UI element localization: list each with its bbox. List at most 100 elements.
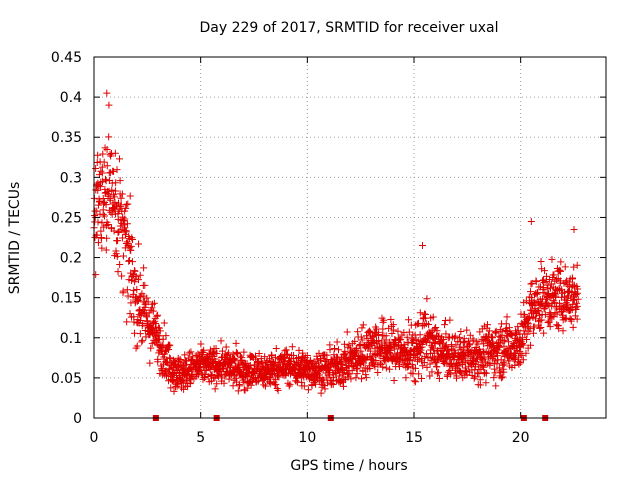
data-point <box>240 348 248 356</box>
data-point <box>136 271 144 279</box>
data-point <box>353 364 361 372</box>
data-point <box>320 381 328 389</box>
data-point <box>426 372 434 380</box>
y-tick-label: 0.2 <box>60 251 82 267</box>
data-point <box>471 373 479 381</box>
data-point <box>105 133 113 141</box>
data-point <box>100 158 108 166</box>
data-point <box>123 318 131 326</box>
data-point <box>103 145 111 153</box>
data-point <box>268 352 276 360</box>
data-point <box>447 370 455 378</box>
data-point <box>519 356 527 364</box>
data-point <box>444 346 452 354</box>
data-point <box>126 310 134 318</box>
data-point <box>116 177 124 185</box>
data-point <box>114 237 122 245</box>
data-point <box>527 217 535 225</box>
data-point <box>553 304 561 312</box>
data-point <box>414 349 422 357</box>
data-point <box>119 287 127 295</box>
data-point <box>176 356 184 364</box>
data-point <box>495 343 503 351</box>
data-point <box>534 306 542 314</box>
data-point <box>572 305 580 313</box>
data-point <box>416 331 424 339</box>
data-point <box>574 285 582 293</box>
data-point <box>461 338 469 346</box>
y-tick-label: 0.3 <box>60 170 82 186</box>
data-point <box>553 310 561 318</box>
data-point <box>417 375 425 383</box>
data-point <box>470 374 478 382</box>
data-point <box>366 327 374 335</box>
data-point <box>197 340 205 348</box>
data-point <box>331 344 339 352</box>
data-point <box>272 380 280 388</box>
data-point <box>212 345 220 353</box>
data-points <box>90 89 582 397</box>
data-point <box>463 326 471 334</box>
data-point <box>368 356 376 364</box>
data-point <box>255 349 263 357</box>
data-point <box>159 335 167 343</box>
data-point <box>550 289 558 297</box>
data-point <box>415 370 423 378</box>
data-point <box>462 366 470 374</box>
data-point <box>244 373 252 381</box>
data-point <box>136 330 144 338</box>
data-point <box>500 368 508 376</box>
data-point <box>192 352 200 360</box>
data-point <box>237 357 245 365</box>
data-point <box>429 313 437 321</box>
data-point <box>542 300 550 308</box>
y-tick-label: 0 <box>73 411 82 427</box>
data-point <box>476 381 484 389</box>
data-point <box>295 346 303 354</box>
data-point <box>400 341 408 349</box>
data-point <box>541 267 549 275</box>
data-point <box>94 239 102 247</box>
data-point <box>482 369 490 377</box>
y-tick-label: 0.25 <box>51 210 82 226</box>
data-point <box>406 357 414 365</box>
data-point <box>457 328 465 336</box>
data-point <box>348 367 356 375</box>
data-point <box>118 190 126 198</box>
data-point <box>99 150 107 158</box>
data-point <box>238 356 246 364</box>
data-point <box>208 370 216 378</box>
data-point <box>561 263 569 271</box>
data-point <box>274 372 282 380</box>
data-point <box>217 337 225 345</box>
chart-title: Day 229 of 2017, SRMTID for receiver uxa… <box>199 20 498 36</box>
data-point <box>456 333 464 341</box>
data-point <box>390 326 398 334</box>
data-point <box>434 368 442 376</box>
data-point <box>120 252 128 260</box>
data-point <box>462 367 470 375</box>
data-point <box>166 355 174 363</box>
data-point <box>412 378 420 386</box>
data-point <box>237 352 245 360</box>
data-point <box>114 228 122 236</box>
data-point <box>122 201 130 209</box>
data-point <box>288 343 296 351</box>
data-point <box>204 373 212 381</box>
data-point <box>396 336 404 344</box>
data-point <box>433 370 441 378</box>
data-point <box>442 330 450 338</box>
data-point <box>175 357 183 365</box>
data-point <box>313 355 321 363</box>
data-point <box>433 363 441 371</box>
data-point <box>516 350 524 358</box>
data-point <box>165 342 173 350</box>
data-point <box>423 363 431 371</box>
data-point <box>530 329 538 337</box>
data-point <box>556 266 564 274</box>
data-point <box>170 387 178 395</box>
data-point <box>358 375 366 383</box>
data-point <box>124 292 132 300</box>
data-point <box>160 319 168 327</box>
